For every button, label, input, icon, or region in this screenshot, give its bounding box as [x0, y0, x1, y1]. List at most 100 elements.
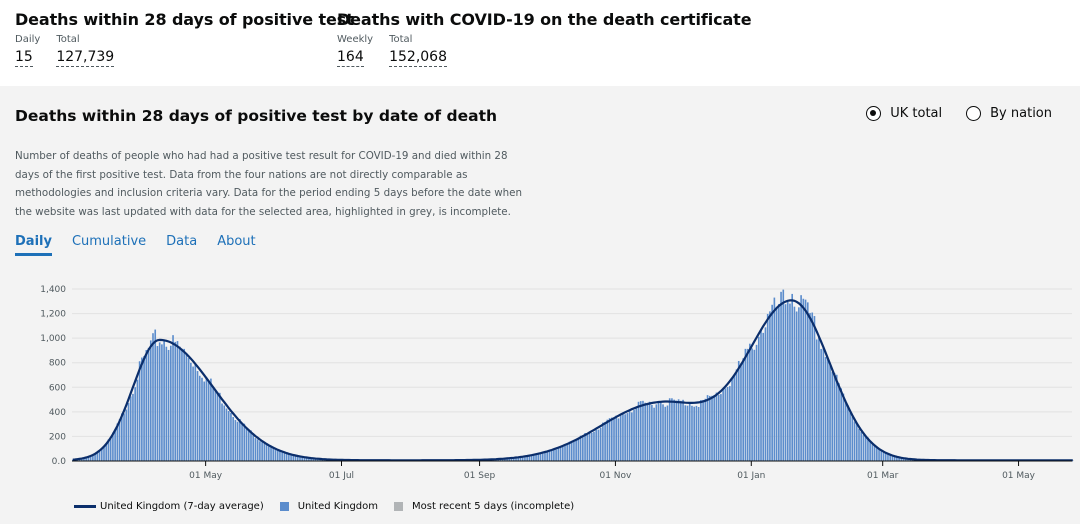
- chart-bar: [310, 457, 312, 461]
- chart-bar: [141, 357, 143, 461]
- metric-label: Weekly: [337, 34, 374, 45]
- chart-bar: [138, 361, 141, 461]
- metric-value[interactable]: 127,739: [56, 49, 115, 67]
- chart-bar: [114, 429, 116, 461]
- tab-daily[interactable]: Daily: [15, 234, 52, 256]
- chart-bar: [659, 402, 662, 461]
- chart-bar: [613, 417, 615, 461]
- chart-bar: [855, 423, 858, 461]
- chart-bar: [252, 433, 255, 461]
- chart-bar: [896, 456, 898, 461]
- chart-bar: [539, 452, 542, 461]
- chart-bar: [615, 415, 618, 461]
- headline-metrics: Deaths within 28 days of positive test D…: [0, 0, 1080, 86]
- chart-bar: [844, 400, 847, 461]
- radio-unselected-icon[interactable]: [966, 106, 982, 121]
- chart-bar: [564, 445, 566, 461]
- chart-bar: [884, 453, 887, 461]
- chart-bar: [847, 405, 849, 461]
- chart-bar: [651, 405, 653, 461]
- chart-bar: [833, 372, 836, 461]
- metric-value[interactable]: 152,068: [389, 49, 447, 67]
- chart-bar: [708, 395, 711, 461]
- chart-bar: [873, 444, 876, 461]
- chart-panel: Deaths within 28 days of positive test b…: [0, 86, 1080, 524]
- tab-data[interactable]: Data: [166, 234, 198, 249]
- metric-label: Total: [56, 34, 80, 45]
- chart-bar: [154, 329, 157, 461]
- chart-bar: [815, 339, 818, 461]
- chart-bar: [136, 379, 139, 461]
- chart-bar: [686, 405, 689, 461]
- chart-bar: [673, 399, 675, 461]
- chart-bar: [829, 365, 831, 461]
- chart-bar: [201, 377, 203, 461]
- metric-value[interactable]: 15: [15, 49, 33, 67]
- chart-bar: [241, 423, 243, 461]
- chart-bar: [889, 455, 891, 461]
- chart-bar: [156, 346, 159, 461]
- chart-bar: [178, 346, 181, 461]
- legend-item-uk[interactable]: United Kingdom: [279, 501, 378, 512]
- metric-value[interactable]: 164: [337, 49, 364, 67]
- chart-bar: [617, 418, 620, 461]
- chart-bar: [666, 405, 669, 461]
- chart-bar: [530, 455, 533, 461]
- chart-bar: [218, 392, 221, 461]
- chart-bar: [677, 399, 680, 461]
- chart-bar: [553, 449, 555, 461]
- chart-bar: [185, 352, 188, 461]
- chart-bar: [746, 348, 749, 461]
- chart-bar: [871, 442, 874, 461]
- chart-bar: [822, 347, 825, 461]
- chart-bar: [312, 458, 315, 461]
- radio-selected-icon[interactable]: [866, 106, 882, 121]
- chart-bar: [109, 436, 112, 461]
- chart-bar: [662, 404, 664, 461]
- deaths-bar-chart[interactable]: 0.0 200 400 600 800 1,000 1,200 1,400 01 May 01 J…: [0, 266, 1080, 494]
- chart-bar: [655, 404, 658, 461]
- radio-uk-total[interactable]: UK total: [866, 106, 942, 121]
- chart-bar: [519, 457, 522, 461]
- chart-bar: [232, 417, 234, 461]
- chart-bar: [595, 429, 598, 461]
- chart-bar: [125, 409, 128, 461]
- chart-bar: [902, 458, 905, 461]
- chart-bar: [626, 413, 629, 461]
- chart-bar: [143, 356, 145, 461]
- chart-bar: [301, 457, 304, 461]
- y-tick-label: 1,000: [40, 334, 66, 344]
- chart-bar: [880, 450, 883, 461]
- chart-bar: [510, 457, 513, 461]
- chart-bar: [192, 366, 194, 461]
- chart-bar: [526, 456, 528, 461]
- chart-bar: [566, 445, 569, 461]
- radio-by-nation[interactable]: By nation: [966, 106, 1052, 121]
- chart-bar: [802, 298, 805, 461]
- chart-bar: [582, 435, 584, 461]
- chart-bar: [584, 433, 586, 461]
- chart-bar: [586, 434, 589, 461]
- chart-bar: [203, 381, 206, 461]
- tab-cumulative[interactable]: Cumulative: [71, 234, 147, 249]
- tab-about[interactable]: About: [217, 234, 256, 249]
- chart-bar: [276, 449, 279, 461]
- legend-item-average[interactable]: United Kingdom (7-day average): [74, 501, 264, 512]
- chart-bar: [806, 302, 809, 461]
- chart-bar: [515, 457, 517, 461]
- legend-item-incomplete[interactable]: Most recent 5 days (incomplete): [394, 501, 574, 512]
- chart-description: Number of deaths of people who had had a…: [15, 150, 523, 218]
- chart-bar: [793, 306, 796, 461]
- chart-bar: [254, 438, 257, 461]
- chart-bar: [849, 412, 851, 461]
- chart-bar: [593, 431, 595, 461]
- chart-bar: [639, 401, 642, 461]
- chart-bar: [308, 457, 310, 461]
- legend-square-icon: [279, 502, 289, 511]
- chart-bar: [508, 458, 511, 461]
- chart-bar: [664, 406, 667, 461]
- chart-bar: [292, 455, 295, 461]
- chart-bar: [824, 357, 827, 461]
- chart-bar: [749, 343, 751, 461]
- chart-bar: [196, 371, 199, 461]
